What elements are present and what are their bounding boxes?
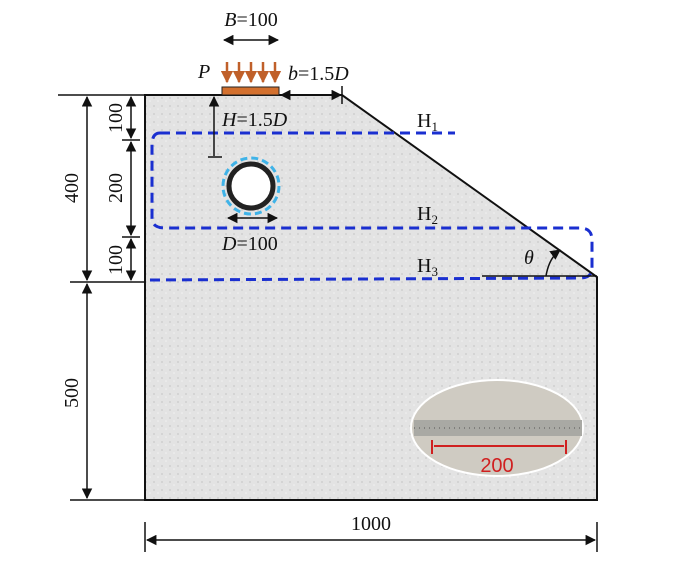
dim-500: 500 [61,378,83,408]
offset-label: b=1.5D [288,63,349,85]
value: =1.5 [298,63,334,85]
region-label: H1 [417,110,438,134]
symbol: H [417,203,431,225]
angle-label: θ [524,247,534,269]
value: =100 [236,233,277,255]
depth-label: H=1.5D [221,109,288,131]
dim-100-bottom: 100 [105,245,127,275]
value: =1.5 [236,109,272,131]
ruler-photo: 200 [410,379,584,477]
inset-label: 200 [480,455,513,477]
sub: 1 [431,119,438,134]
symbol: H [221,109,238,131]
symbol: H [417,255,431,277]
diameter-label: D=100 [221,233,278,255]
unit: D [333,63,349,85]
sub: 2 [431,212,438,227]
dim-1000: 1000 [351,513,391,535]
load-label: P [197,61,210,83]
symbol: D [221,233,237,255]
unit: D [272,109,288,131]
region-label: H3 [417,255,438,279]
pipe [226,161,276,211]
pipe-zone [221,156,281,216]
dimension-lines [58,34,598,552]
sub: 3 [431,264,438,279]
symbol: B [224,9,236,31]
dim-400: 400 [61,173,83,203]
symbol: b [288,63,298,85]
footing [221,86,280,96]
region-label: H2 [417,203,438,227]
plate-width-label: B=100 [224,9,278,31]
region-lines [149,131,594,282]
dim-200: 200 [105,173,127,203]
value: =100 [236,9,277,31]
dim-100-top: 100 [105,103,127,133]
symbol: H [417,110,431,132]
load-arrows [220,62,282,84]
